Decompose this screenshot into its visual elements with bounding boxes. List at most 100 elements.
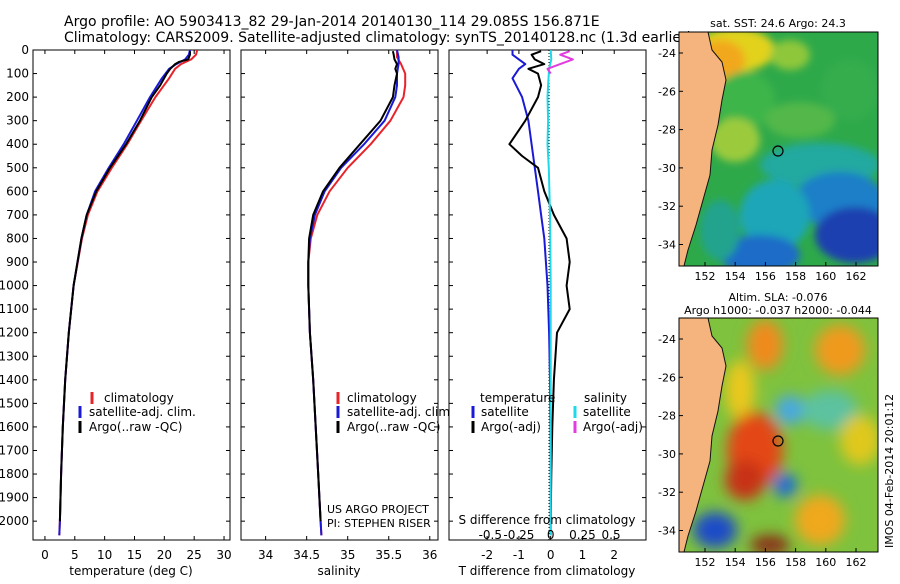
lon-tick-label: 154 bbox=[725, 556, 746, 569]
lon-tick-label: 156 bbox=[755, 270, 776, 283]
y-tick-label: 1900 bbox=[0, 491, 29, 505]
x-tick-label: -2 bbox=[481, 548, 493, 562]
x-tick-label: 30 bbox=[216, 548, 231, 562]
salinity-x-label: salinity bbox=[317, 564, 360, 578]
lat-tick-label: -32 bbox=[658, 200, 676, 213]
x-tick-label: 10 bbox=[97, 548, 112, 562]
legend-label-climatology: climatology bbox=[347, 391, 417, 405]
salinity-depth-ticks bbox=[241, 49, 438, 522]
lon-tick-label: 162 bbox=[846, 556, 867, 569]
lat-tick-label: -34 bbox=[658, 239, 676, 252]
temperature-x-label: temperature (deg C) bbox=[69, 564, 192, 578]
lat-tick-label: -34 bbox=[658, 525, 676, 538]
y-tick-label: 1200 bbox=[0, 326, 29, 340]
lat-tick-label: -28 bbox=[658, 124, 676, 137]
salinity-diff-ticks: -0.5 -0.25 0 0.25 0.5 bbox=[479, 528, 621, 542]
x-tick-label: 0 bbox=[547, 548, 555, 562]
lat-tick-label: -26 bbox=[658, 371, 676, 384]
sst-field bbox=[679, 32, 878, 266]
legend-label-temp-satellite: satellite bbox=[481, 405, 529, 419]
x-tick-label: 34.5 bbox=[293, 548, 320, 562]
sla-map-ticks: 152 154 156 158 160 162 -24 -26 -28 -30 -32 -34 bbox=[658, 333, 866, 569]
lon-tick-label: 154 bbox=[725, 270, 746, 283]
lon-tick-label: 160 bbox=[815, 556, 836, 569]
x-tick-label: 20 bbox=[157, 548, 172, 562]
legend-label-sal-argo: Argo(-adj) bbox=[583, 420, 643, 434]
y-tick-label: 1600 bbox=[0, 420, 29, 434]
lon-tick-label: 160 bbox=[815, 270, 836, 283]
lat-tick-label: -32 bbox=[658, 486, 676, 499]
lat-tick-label: -24 bbox=[658, 333, 676, 346]
y-tick-label: 900 bbox=[6, 255, 29, 269]
x-tick-label: 2 bbox=[610, 548, 618, 562]
temperature-lines bbox=[58, 50, 199, 536]
header-line2: Climatology: CARS2009. Satellite-adjuste… bbox=[64, 30, 692, 46]
salinity-legend: climatology satellite-adj. clim. Argo(..… bbox=[336, 391, 454, 434]
y-tick-label: 0 bbox=[21, 43, 29, 57]
x-tick-label: 35.5 bbox=[375, 548, 402, 562]
imos-timestamp: IMOS 04-Feb-2014 20:01:12 bbox=[883, 394, 896, 548]
legend-label-sal-satellite: satellite bbox=[583, 405, 631, 419]
y-tick-label: 1300 bbox=[0, 349, 29, 363]
y-tick-label: 1500 bbox=[0, 396, 29, 410]
credit-line2: PI: STEPHEN RISER bbox=[327, 517, 431, 530]
lat-tick-label: -30 bbox=[658, 448, 676, 461]
s-tick-label: -0.5 bbox=[479, 528, 502, 542]
lat-tick-label: -28 bbox=[658, 410, 676, 423]
difference-depth-ticks bbox=[449, 49, 646, 522]
y-tick-label: 1400 bbox=[0, 373, 29, 387]
argo-float-marker bbox=[772, 145, 784, 157]
x-tick-label: 25 bbox=[187, 548, 202, 562]
x-tick-label: 34 bbox=[258, 548, 273, 562]
australia-coast bbox=[679, 318, 726, 552]
series-line-argo-raw-qc- bbox=[58, 51, 191, 522]
salinity-lines bbox=[307, 50, 407, 536]
y-tick-label: 700 bbox=[6, 208, 29, 222]
legend-label-climatology: climatology bbox=[104, 391, 174, 405]
y-tick-label: 800 bbox=[6, 231, 29, 245]
series-line-argo-raw-qc- bbox=[307, 50, 398, 522]
y-tick-label: 600 bbox=[6, 184, 29, 198]
sst-map: sat. SST: 24.6 Argo: 24.3 bbox=[658, 17, 879, 283]
temperature-axes-frame bbox=[32, 49, 231, 541]
sla-map: Altim. SLA: -0.076 Argo h1000: -0.037 h2… bbox=[658, 291, 879, 569]
x-tick-label: 1 bbox=[579, 548, 587, 562]
lon-tick-label: 158 bbox=[785, 270, 806, 283]
sla-map-title1: Altim. SLA: -0.076 bbox=[728, 291, 827, 304]
sst-map-ticks: 152 154 156 158 160 162 -24 -26 -28 -30 -32 -34 bbox=[658, 47, 866, 283]
y-tick-label: 1800 bbox=[0, 467, 29, 481]
difference-x-label: T difference from climatology bbox=[458, 564, 636, 578]
legend-title-salinity: salinity bbox=[584, 391, 627, 405]
sla-map-frame bbox=[678, 317, 879, 553]
credit-line1: US ARGO PROJECT bbox=[327, 503, 429, 516]
lon-tick-label: 152 bbox=[695, 556, 716, 569]
x-tick-label: 0 bbox=[41, 548, 49, 562]
lon-tick-label: 158 bbox=[785, 556, 806, 569]
x-tick-label: -1 bbox=[513, 548, 525, 562]
lat-tick-label: -24 bbox=[658, 47, 676, 60]
lon-tick-label: 162 bbox=[846, 270, 867, 283]
y-tick-label: 400 bbox=[6, 137, 29, 151]
difference-s-label: S difference from climatology bbox=[459, 513, 636, 527]
lat-tick-label: -26 bbox=[658, 85, 676, 98]
x-tick-label: 36 bbox=[422, 548, 437, 562]
difference-legend: temperature satellite Argo(-adj) salinit… bbox=[471, 391, 643, 434]
series-line-salinity-argo-adj- bbox=[546, 50, 574, 75]
depth-axis-ticks: 0 100 200 300 400 500 600 700 800 900 1000 1100 1200… bbox=[0, 43, 230, 528]
legend-label-argo: Argo(..raw -QC) bbox=[89, 420, 182, 434]
y-tick-label: 1000 bbox=[0, 279, 29, 293]
y-tick-label: 200 bbox=[6, 90, 29, 104]
salinity-x-ticks: 34 34.5 35 35.5 36 bbox=[258, 50, 437, 562]
temperature-legend: climatology satellite-adj. clim. Argo(..… bbox=[78, 391, 196, 434]
difference-panel: -2 -1 0 1 2 T difference from climatology S … bbox=[448, 49, 647, 578]
s-tick-label: 0.5 bbox=[602, 528, 621, 542]
x-tick-label: 35 bbox=[340, 548, 355, 562]
sst-map-title: sat. SST: 24.6 Argo: 24.3 bbox=[710, 17, 846, 30]
legend-label-temp-argo: Argo(-adj) bbox=[481, 420, 541, 434]
sst-map-frame bbox=[678, 31, 879, 267]
legend-label-argo: Argo(..raw -QC) bbox=[347, 420, 440, 434]
lat-tick-label: -30 bbox=[658, 162, 676, 175]
sla-map-title2: Argo h1000: -0.037 h2000: -0.044 bbox=[684, 304, 872, 317]
lon-tick-label: 152 bbox=[695, 270, 716, 283]
legend-title-temperature: temperature bbox=[480, 391, 555, 405]
